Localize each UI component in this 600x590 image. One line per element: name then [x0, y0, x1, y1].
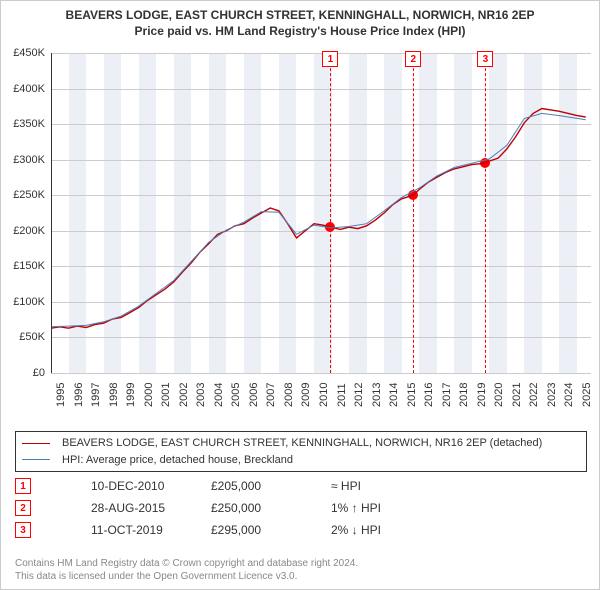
sales-table: 1 10-DEC-2010 £205,000 ≈ HPI 2 28-AUG-2015 £25… [15, 475, 587, 541]
sale-row: 3 11-OCT-2019 £295,000 2% ↓ HPI [15, 519, 587, 541]
sale-date: 11-OCT-2019 [91, 523, 191, 537]
x-tick-label: 1995 [55, 383, 67, 407]
footer: Contains HM Land Registry data © Crown c… [15, 557, 358, 583]
chart-title: BEAVERS LODGE, EAST CHURCH STREET, KENNI… [1, 1, 599, 39]
x-tick-label: 2012 [353, 383, 365, 407]
x-tick-label: 2006 [248, 383, 260, 407]
x-tick-label: 2021 [511, 383, 523, 407]
legend-label: HPI: Average price, detached house, Brec… [62, 452, 293, 469]
legend-row: BEAVERS LODGE, EAST CHURCH STREET, KENNI… [22, 435, 580, 452]
x-tick-label: 2003 [195, 383, 207, 407]
legend-label: BEAVERS LODGE, EAST CHURCH STREET, KENNI… [62, 435, 542, 452]
x-tick-label: 2000 [143, 383, 155, 407]
sale-price: £295,000 [211, 523, 311, 537]
footer-line2: This data is licensed under the Open Gov… [15, 570, 358, 583]
x-tick-label: 2010 [318, 383, 330, 407]
sale-date: 10-DEC-2010 [91, 479, 191, 493]
sale-diff: 2% ↓ HPI [331, 523, 431, 537]
x-tick-label: 2004 [213, 383, 225, 407]
sale-row: 2 28-AUG-2015 £250,000 1% ↑ HPI [15, 497, 587, 519]
x-tick-label: 2023 [546, 383, 558, 407]
x-tick-label: 1997 [90, 383, 102, 407]
x-tick-label: 2002 [178, 383, 190, 407]
x-tick-label: 2009 [300, 383, 312, 407]
x-tick-label: 2022 [528, 383, 540, 407]
legend: BEAVERS LODGE, EAST CHURCH STREET, KENNI… [15, 431, 587, 472]
x-tick-label: 2014 [388, 383, 400, 407]
x-tick-label: 1996 [73, 383, 85, 407]
x-tick-label: 2005 [230, 383, 242, 407]
sale-price: £250,000 [211, 501, 311, 515]
x-tick-label: 2025 [581, 383, 593, 407]
legend-swatch [22, 443, 50, 444]
series-property [51, 109, 586, 329]
x-tick-label: 2011 [336, 383, 348, 407]
x-tick-label: 2013 [371, 383, 383, 407]
y-axis [51, 53, 52, 373]
x-tick-label: 2018 [458, 383, 470, 407]
x-tick-label: 2007 [265, 383, 277, 407]
sale-marker: 3 [15, 522, 31, 538]
sale-row: 1 10-DEC-2010 £205,000 ≈ HPI [15, 475, 587, 497]
footer-line1: Contains HM Land Registry data © Crown c… [15, 557, 358, 570]
x-tick-label: 2020 [493, 383, 505, 407]
series-hpi [51, 113, 586, 326]
title-line2: Price paid vs. HM Land Registry's House … [1, 23, 599, 39]
title-line1: BEAVERS LODGE, EAST CHURCH STREET, KENNI… [1, 7, 599, 23]
x-tick-label: 1998 [108, 383, 120, 407]
chart: £0£50K£100K£150K£200K£250K£300K£350K£400… [1, 43, 600, 413]
x-tick-label: 2016 [423, 383, 435, 407]
sale-marker: 1 [15, 478, 31, 494]
x-tick-label: 2024 [563, 383, 575, 407]
x-tick-label: 2015 [406, 383, 418, 407]
x-tick-label: 2017 [441, 383, 453, 407]
sale-marker: 2 [15, 500, 31, 516]
x-tick-label: 2008 [283, 383, 295, 407]
legend-swatch [22, 459, 50, 460]
legend-row: HPI: Average price, detached house, Brec… [22, 452, 580, 469]
sale-date: 28-AUG-2015 [91, 501, 191, 515]
sale-diff: 1% ↑ HPI [331, 501, 431, 515]
sale-price: £205,000 [211, 479, 311, 493]
sale-diff: ≈ HPI [331, 479, 431, 493]
x-tick-label: 2001 [160, 383, 172, 407]
plot-svg [1, 43, 600, 375]
x-tick-label: 1999 [125, 383, 137, 407]
x-tick-label: 2019 [476, 383, 488, 407]
